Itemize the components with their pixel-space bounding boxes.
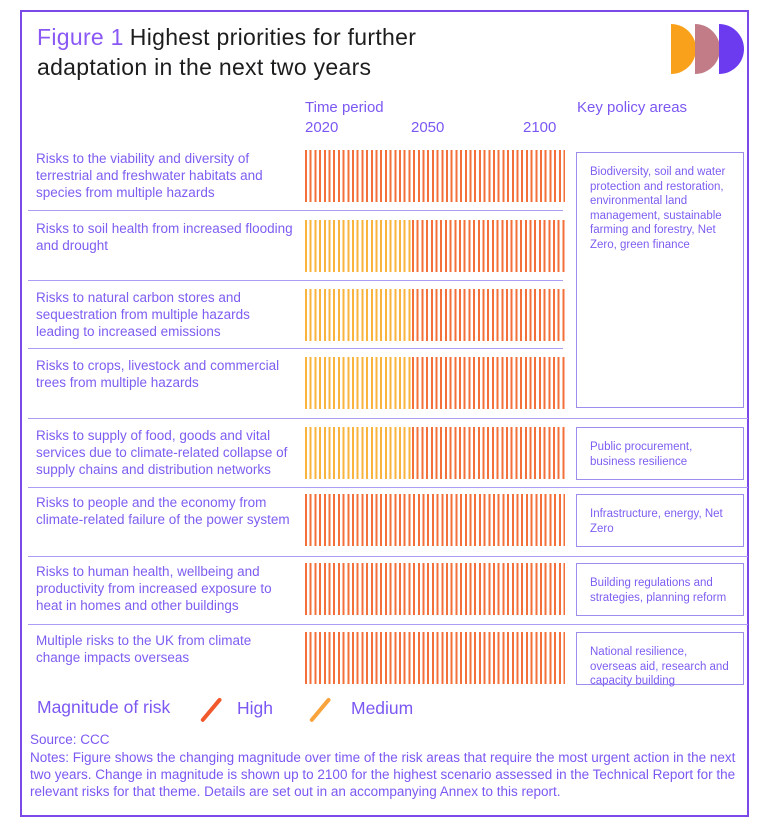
axis-tick-2020: 2020 [305,119,339,136]
row-divider [28,280,563,281]
bar-segment-high [305,494,565,546]
legend-title: Magnitude of risk [37,697,171,717]
row-divider [28,418,748,419]
bar-segment-medium [305,427,413,479]
bar-segment-high [412,220,565,272]
risk-label: Risks to crops, livestock and commercial… [36,358,280,390]
row-divider [28,348,563,349]
legend-medium-label: Medium [351,698,414,718]
bar-segment-high [412,427,565,479]
policy-box-text: Biodiversity, soil and water protection … [590,166,726,251]
row-divider [28,210,563,211]
policy-box-text: Public procurement, business resilience [590,441,693,468]
notes-text: Notes: Figure shows the changing magnitu… [30,750,736,799]
risk-label: Multiple risks to the UK from climate ch… [36,633,252,665]
row-divider [28,556,748,557]
bar-segment-high [305,563,565,615]
policy-box-supply-chains: Public procurement, business resilience [576,427,744,480]
risk-label: Risks to the viability and diversity of … [36,151,263,200]
risk-label: Risks to natural carbon stores and seque… [36,290,250,339]
risk-magnitude-bar [305,427,565,479]
risk-magnitude-bar [305,563,565,615]
figure-border [20,10,749,817]
key-policy-areas-header: Key policy areas [577,99,688,116]
policy-box-text: Building regulations and strategies, pla… [590,577,727,604]
policy-box-text: National resilience, overseas aid, resea… [590,646,729,687]
bar-segment-medium [305,289,413,341]
bar-segment-high [305,150,565,202]
risk-magnitude-bar [305,289,565,341]
risk-magnitude-bar [305,220,565,272]
bar-segment-high [412,289,565,341]
risk-magnitude-bar [305,632,565,684]
bar-segment-high [412,357,565,409]
bar-segment-medium [305,357,413,409]
risk-label: Risks to supply of food, goods and vital… [36,428,288,477]
axis-tick-2100: 2100 [523,119,557,136]
policy-box-land-nature: Biodiversity, soil and water protection … [576,152,744,408]
policy-box-overseas: National resilience, overseas aid, resea… [576,632,744,687]
time-period-header: Time period [305,99,384,116]
row-divider [28,624,748,625]
risk-label: Risks to people and the economy from cli… [36,495,290,527]
figure-title-text: Highest priorities for further adaptatio… [37,24,417,80]
axis-tick-2050: 2050 [411,119,445,136]
figure-number: Figure 1 [37,24,124,50]
source-line: Source: CCC [30,732,110,747]
policy-box-buildings: Building regulations and strategies, pla… [576,563,744,616]
risk-magnitude-bar [305,150,565,202]
row-divider [28,487,748,488]
risk-label: Risks to human health, wellbeing and pro… [36,564,272,613]
risk-magnitude-bar [305,494,565,546]
legend-high-label: High [237,698,273,718]
figure-title: Figure 1 Highest priorities for further a… [37,22,507,82]
risk-label: Risks to soil health from increased floo… [36,221,293,253]
policy-box-text: Infrastructure, energy, Net Zero [590,508,723,535]
policy-box-power-system: Infrastructure, energy, Net Zero [576,494,744,547]
bar-segment-medium [305,220,413,272]
bar-segment-high [305,632,565,684]
risk-magnitude-bar [305,357,565,409]
